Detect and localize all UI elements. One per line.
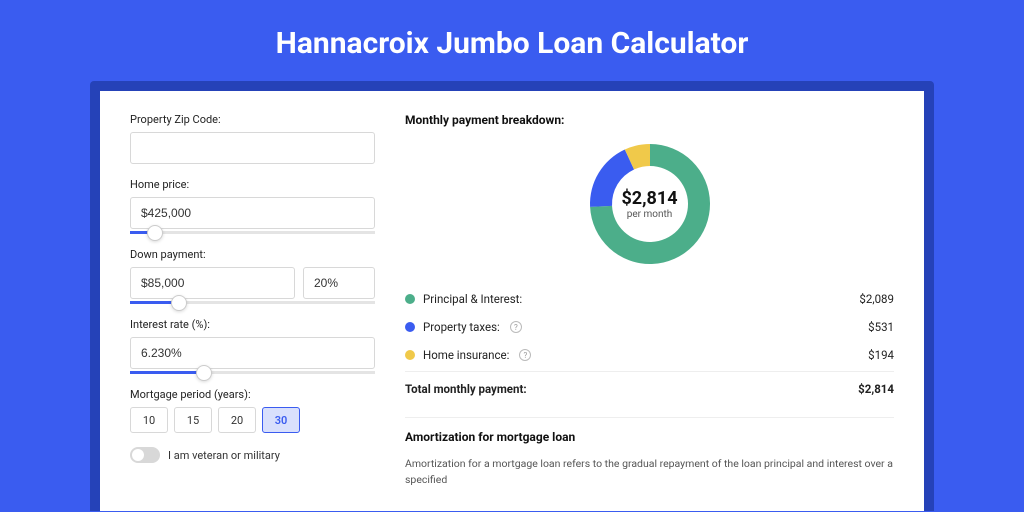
interest-rate-field-group: Interest rate (%): (130, 318, 375, 374)
down-payment-slider[interactable] (130, 301, 375, 304)
period-btn-30[interactable]: 30 (262, 407, 300, 433)
down-payment-pct-input[interactable] (303, 267, 375, 299)
card-shadow-frame: Property Zip Code: Home price: Down paym… (90, 81, 934, 511)
breakdown-label: Property taxes: (423, 320, 500, 334)
down-payment-input[interactable] (130, 267, 295, 299)
info-icon[interactable]: ? (519, 349, 531, 361)
breakdown-value: $194 (868, 348, 894, 362)
breakdown-value: $531 (868, 320, 894, 334)
period-btn-10[interactable]: 10 (130, 407, 168, 433)
amortization-heading: Amortization for mortgage loan (405, 430, 894, 444)
interest-rate-label: Interest rate (%): (130, 318, 375, 331)
interest-rate-input[interactable] (130, 337, 375, 369)
home-price-input[interactable] (130, 197, 375, 229)
home-price-slider-thumb[interactable] (147, 225, 163, 241)
donut-chart: $2,814 per month (585, 139, 715, 269)
breakdown-total-label: Total monthly payment: (405, 382, 527, 396)
info-icon[interactable]: ? (510, 321, 522, 333)
form-column: Property Zip Code: Home price: Down paym… (130, 113, 375, 511)
interest-rate-slider[interactable] (130, 371, 375, 374)
zip-label: Property Zip Code: (130, 113, 375, 126)
mortgage-period-buttons: 10152030 (130, 407, 375, 433)
breakdown-row: Property taxes:? $531 (405, 313, 894, 341)
interest-slider-fill (130, 371, 204, 374)
breakdown-heading: Monthly payment breakdown: (405, 113, 894, 127)
down-payment-slider-thumb[interactable] (171, 295, 187, 311)
zip-input[interactable] (130, 132, 375, 164)
home-price-field-group: Home price: (130, 178, 375, 234)
mortgage-period-field-group: Mortgage period (years): 10152030 (130, 388, 375, 433)
breakdown-row: Home insurance:? $194 (405, 341, 894, 369)
breakdown-total-row: Total monthly payment: $2,814 (405, 371, 894, 403)
page-title: Hannacroix Jumbo Loan Calculator (0, 0, 1024, 81)
home-price-label: Home price: (130, 178, 375, 191)
veteran-toggle[interactable] (130, 447, 160, 463)
breakdown-total-value: $2,814 (858, 382, 894, 396)
divider (405, 417, 894, 418)
donut-chart-zone: $2,814 per month (405, 139, 894, 269)
breakdown-label: Home insurance: (423, 348, 509, 362)
period-btn-15[interactable]: 15 (174, 407, 212, 433)
down-payment-field-group: Down payment: (130, 248, 375, 304)
donut-amount: $2,814 (621, 188, 677, 209)
breakdown-column: Monthly payment breakdown: $2,814 per mo… (405, 113, 894, 511)
breakdown-row: Principal & Interest: $2,089 (405, 285, 894, 313)
legend-dot (405, 294, 415, 304)
breakdown-label: Principal & Interest: (423, 292, 522, 306)
interest-slider-thumb[interactable] (196, 365, 212, 381)
legend-dot (405, 350, 415, 360)
period-btn-20[interactable]: 20 (218, 407, 256, 433)
home-price-slider[interactable] (130, 231, 375, 234)
donut-sub: per month (627, 209, 673, 220)
breakdown-list: Principal & Interest: $2,089 Property taxe… (405, 285, 894, 403)
donut-center: $2,814 per month (585, 139, 715, 269)
breakdown-value: $2,089 (859, 292, 894, 306)
veteran-toggle-label: I am veteran or military (168, 449, 280, 462)
down-payment-label: Down payment: (130, 248, 375, 261)
amortization-text: Amortization for a mortgage loan refers … (405, 456, 894, 488)
calculator-card: Property Zip Code: Home price: Down paym… (100, 91, 924, 511)
mortgage-period-label: Mortgage period (years): (130, 388, 375, 401)
zip-field-group: Property Zip Code: (130, 113, 375, 164)
veteran-toggle-row: I am veteran or military (130, 447, 375, 463)
legend-dot (405, 322, 415, 332)
